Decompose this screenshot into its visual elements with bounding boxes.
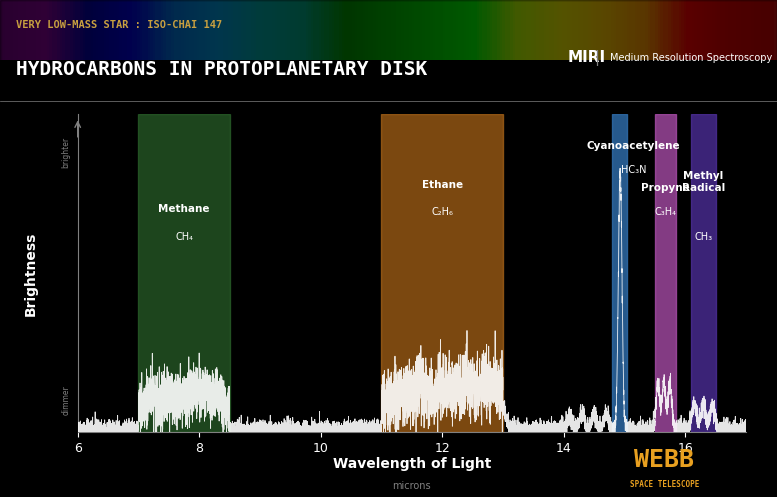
Bar xyxy=(612,114,628,432)
Text: C₂H₆: C₂H₆ xyxy=(431,207,453,217)
Text: HYDROCARBONS IN PROTOPLANETARY DISK: HYDROCARBONS IN PROTOPLANETARY DISK xyxy=(16,60,427,79)
Text: CH₄: CH₄ xyxy=(175,232,193,242)
Bar xyxy=(138,114,229,432)
Text: |: | xyxy=(594,50,600,66)
Text: MIRI: MIRI xyxy=(567,50,605,65)
Text: Methane: Methane xyxy=(159,204,210,214)
Text: Medium Resolution Spectroscopy: Medium Resolution Spectroscopy xyxy=(610,53,772,63)
Text: Brightness: Brightness xyxy=(24,231,38,316)
Text: SPACE TELESCOPE: SPACE TELESCOPE xyxy=(629,480,699,489)
Text: brighter: brighter xyxy=(61,137,71,168)
Text: Methyl
Radical: Methyl Radical xyxy=(681,171,725,193)
Bar xyxy=(692,114,716,432)
Text: HC₃N: HC₃N xyxy=(621,165,646,175)
Text: Cyanoacetylene: Cyanoacetylene xyxy=(587,141,681,151)
Bar xyxy=(655,114,676,432)
Text: WEBB: WEBB xyxy=(634,448,695,472)
Text: Ethane: Ethane xyxy=(422,180,463,190)
Text: dimmer: dimmer xyxy=(61,386,71,415)
Bar xyxy=(382,114,503,432)
Text: microns: microns xyxy=(392,482,431,492)
Text: Wavelength of Light: Wavelength of Light xyxy=(333,457,491,471)
Text: C₃H₄: C₃H₄ xyxy=(654,207,676,217)
Text: Propyne: Propyne xyxy=(641,183,689,193)
Text: VERY LOW-MASS STAR : ISO-CHAI 147: VERY LOW-MASS STAR : ISO-CHAI 147 xyxy=(16,20,221,30)
Text: CH₃: CH₃ xyxy=(695,232,713,242)
